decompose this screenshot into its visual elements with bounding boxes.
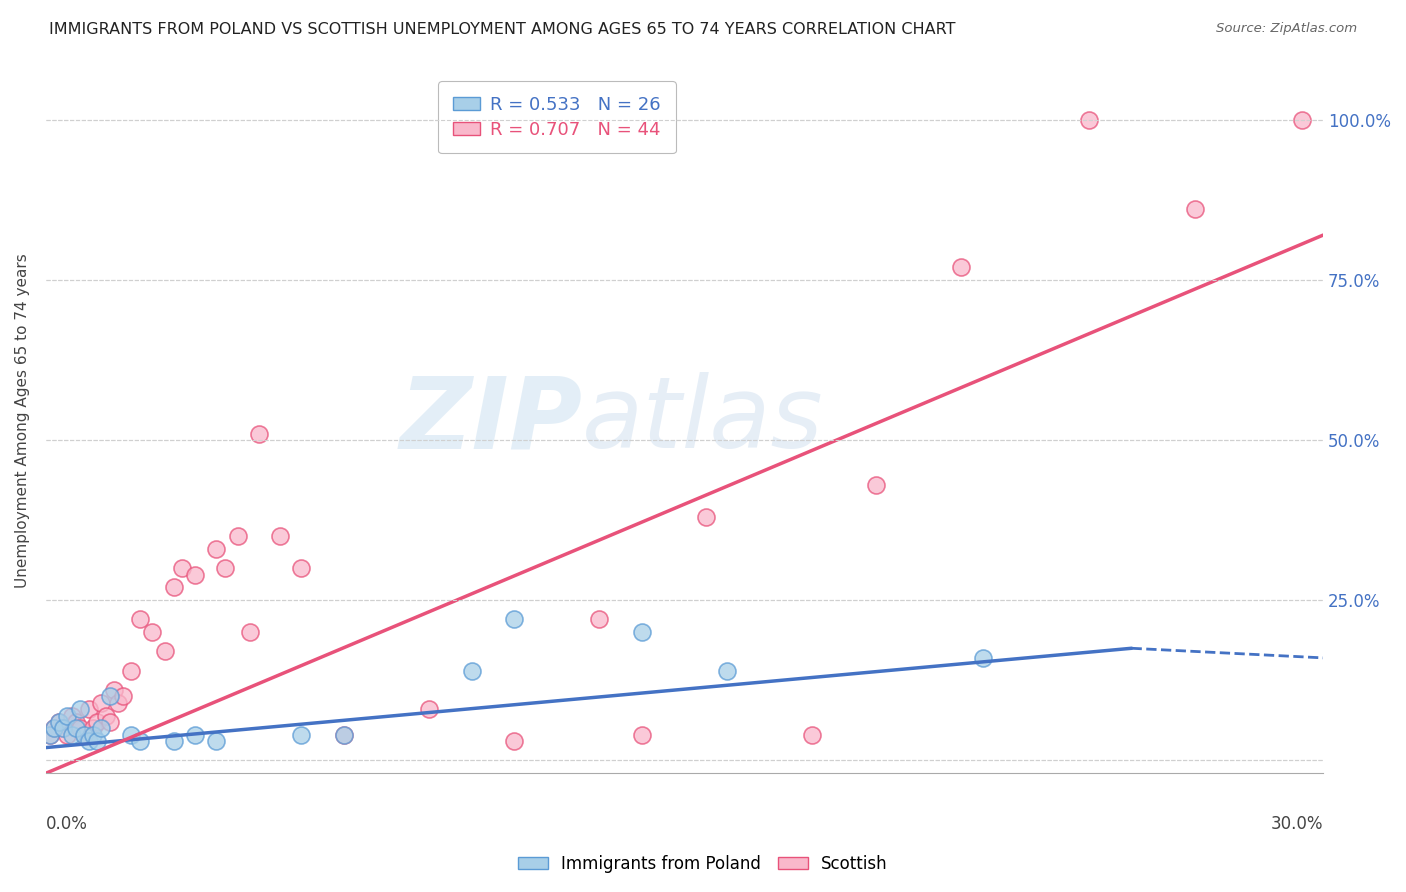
Text: 30.0%: 30.0%: [1271, 815, 1323, 833]
Text: atlas: atlas: [582, 372, 824, 469]
Point: [1078, 112, 1101, 127]
Point: [333, 728, 356, 742]
Point: [69, 702, 91, 716]
Point: [695, 510, 717, 524]
Point: [44, 722, 66, 736]
Point: [163, 581, 186, 595]
Point: [107, 696, 129, 710]
Point: [73, 728, 96, 742]
Point: [86, 714, 108, 729]
Point: [950, 260, 973, 274]
Point: [69, 722, 91, 736]
Point: [82, 722, 104, 736]
Point: [163, 734, 186, 748]
Point: [98, 690, 121, 704]
Text: 0.0%: 0.0%: [46, 815, 87, 833]
Point: [82, 728, 104, 742]
Point: [333, 728, 356, 742]
Point: [141, 625, 163, 640]
Point: [226, 529, 249, 543]
Point: [172, 561, 194, 575]
Text: Source: ZipAtlas.com: Source: ZipAtlas.com: [1216, 22, 1357, 36]
Point: [48, 714, 70, 729]
Point: [865, 478, 887, 492]
Point: [44, 722, 66, 736]
Legend: Immigrants from Poland, Scottish: Immigrants from Poland, Scottish: [512, 848, 894, 880]
Point: [1184, 202, 1206, 217]
Point: [631, 728, 654, 742]
Point: [205, 541, 228, 556]
Point: [269, 529, 291, 543]
Point: [128, 612, 150, 626]
Point: [48, 714, 70, 729]
Point: [1291, 112, 1313, 127]
Point: [588, 612, 610, 626]
Point: [184, 567, 207, 582]
Point: [290, 728, 312, 742]
Point: [503, 612, 526, 626]
Point: [90, 696, 112, 710]
Point: [128, 734, 150, 748]
Point: [39, 728, 62, 742]
Point: [77, 702, 100, 716]
Point: [77, 734, 100, 748]
Point: [205, 734, 228, 748]
Point: [94, 708, 117, 723]
Point: [60, 708, 83, 723]
Point: [56, 708, 79, 723]
Point: [90, 722, 112, 736]
Point: [73, 728, 96, 742]
Point: [86, 734, 108, 748]
Legend: R = 0.533   N = 26, R = 0.707   N = 44: R = 0.533 N = 26, R = 0.707 N = 44: [439, 81, 675, 153]
Point: [39, 728, 62, 742]
Point: [716, 664, 738, 678]
Point: [239, 625, 262, 640]
Y-axis label: Unemployment Among Ages 65 to 74 years: Unemployment Among Ages 65 to 74 years: [15, 253, 30, 588]
Point: [247, 426, 270, 441]
Point: [103, 682, 125, 697]
Point: [503, 734, 526, 748]
Text: IMMIGRANTS FROM POLAND VS SCOTTISH UNEMPLOYMENT AMONG AGES 65 TO 74 YEARS CORREL: IMMIGRANTS FROM POLAND VS SCOTTISH UNEMP…: [49, 22, 956, 37]
Point: [111, 690, 134, 704]
Point: [153, 644, 176, 658]
Point: [972, 651, 994, 665]
Point: [631, 625, 654, 640]
Point: [60, 728, 83, 742]
Text: ZIP: ZIP: [399, 372, 582, 469]
Point: [290, 561, 312, 575]
Point: [418, 702, 440, 716]
Point: [460, 664, 482, 678]
Point: [52, 722, 75, 736]
Point: [56, 728, 79, 742]
Point: [52, 722, 75, 736]
Point: [65, 722, 87, 736]
Point: [184, 728, 207, 742]
Point: [120, 664, 142, 678]
Point: [98, 714, 121, 729]
Point: [801, 728, 824, 742]
Point: [120, 728, 142, 742]
Point: [214, 561, 236, 575]
Point: [65, 714, 87, 729]
